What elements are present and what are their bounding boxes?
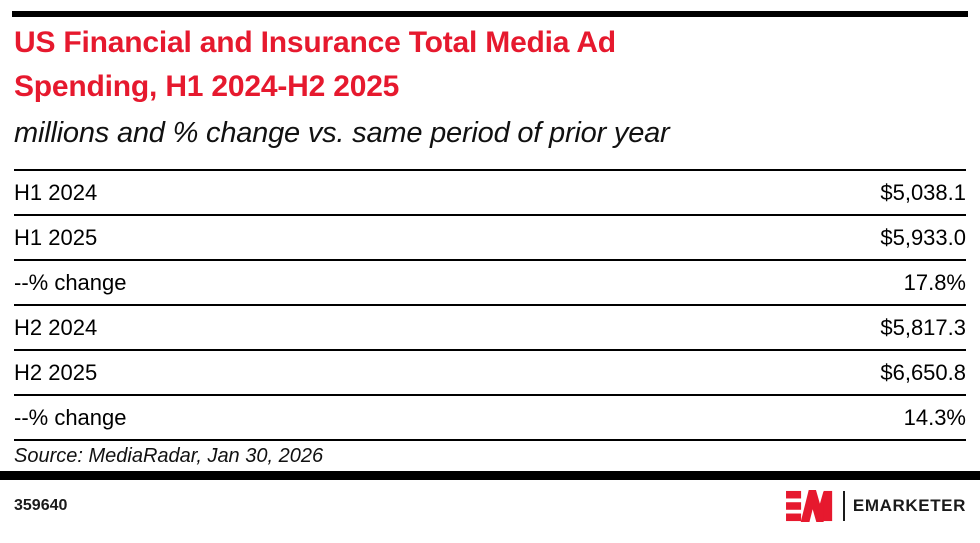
chart-subtitle: millions and % change vs. same period of… [14,117,670,149]
row-value: $6,650.8 [880,359,966,385]
row-value: $5,933.0 [880,224,966,250]
chart-card: US Financial and Insurance Total Media A… [0,11,980,543]
row-value: 17.8% [903,269,966,295]
em-monogram-icon [785,489,833,522]
row-label: H2 2025 [14,359,98,385]
row-value: 14.3% [903,404,966,430]
title-line-2: Spending, H1 2024-H2 2025 [14,70,400,103]
row-label: --% change [14,404,127,430]
row-value: $5,817.3 [880,314,966,340]
row-value: $5,038.1 [880,179,966,205]
row-label: --% change [14,269,127,295]
data-table: H1 2024 $5,038.1 H1 2025 $5,933.0 --% ch… [14,169,966,441]
logo-divider [842,490,845,521]
footer-accent-bar [0,471,980,480]
table-row: H1 2024 $5,038.1 [14,171,966,216]
chart-title: US Financial and Insurance Total Media A… [14,21,966,109]
emarketer-wordmark: EMARKETER [852,495,966,515]
top-accent-bar [12,11,968,17]
row-label: H2 2024 [14,314,98,340]
emarketer-logo: EMARKETER [785,489,966,522]
source-note: Source: MediaRadar, Jan 30, 2026 [14,445,324,467]
table-row: H2 2024 $5,817.3 [14,306,966,351]
chart-content: US Financial and Insurance Total Media A… [0,21,980,471]
table-row: --% change 17.8% [14,261,966,306]
table-row: --% change 14.3% [14,396,966,441]
title-line-1: US Financial and Insurance Total Media A… [14,26,616,59]
table-row: H2 2025 $6,650.8 [14,351,966,396]
chart-id: 359640 [14,496,68,514]
footer: 359640 EMARKETER [0,480,980,531]
table-row: H1 2025 $5,933.0 [14,216,966,261]
row-label: H1 2025 [14,224,98,250]
row-label: H1 2024 [14,179,98,205]
